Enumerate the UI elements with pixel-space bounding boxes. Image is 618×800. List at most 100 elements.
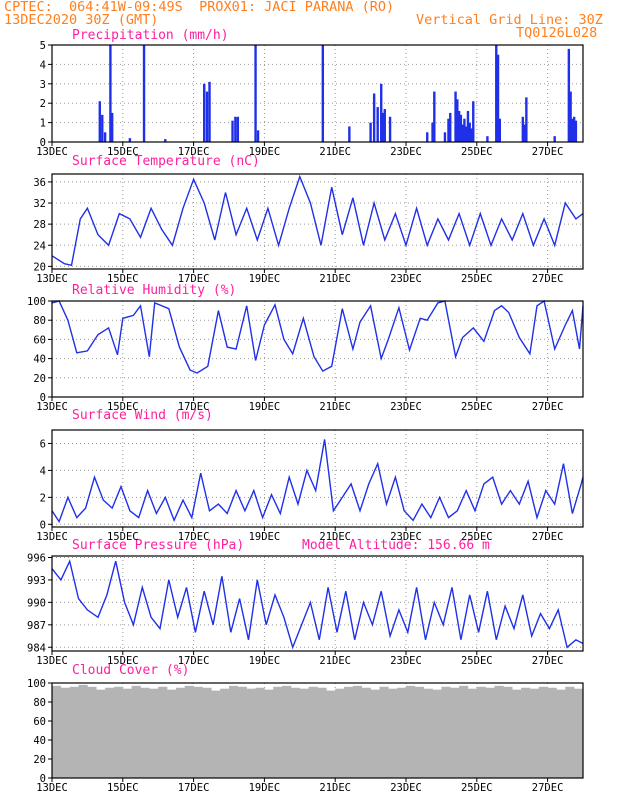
cloud-xtick-label: 25DEC <box>461 782 493 794</box>
cloud-bar <box>290 687 301 778</box>
pressure-xtick-label: 25DEC <box>461 655 493 667</box>
cloud-bar <box>361 687 371 778</box>
precip-bar <box>459 114 463 142</box>
precip-bar <box>486 136 489 142</box>
cloud-bar <box>149 688 159 778</box>
wind-xtick-label: 25DEC <box>461 531 493 543</box>
cloud-ytick-label: 40 <box>33 735 46 747</box>
precip-xtick-label: 27DEC <box>532 146 564 158</box>
cloud-bar <box>326 690 336 778</box>
rh-xtick-label: 27DEC <box>532 401 564 413</box>
cloud-bar <box>87 686 97 778</box>
precip-title: Precipitation (mm/h) <box>72 28 229 43</box>
precip-bar <box>470 128 473 142</box>
precip-bar <box>98 101 101 142</box>
precip-bar <box>567 48 571 142</box>
cloud-ytick-label: 0 <box>40 773 46 785</box>
cloud-bar <box>538 686 548 778</box>
cloud-bar <box>113 686 124 778</box>
cloud-bar <box>264 689 274 778</box>
cloud-bar <box>167 689 177 778</box>
header-model-id: TQ0126L028 <box>516 25 598 41</box>
precip-bar <box>369 122 372 142</box>
precip-bar <box>101 114 104 142</box>
precip-bar <box>464 126 468 142</box>
wind-ytick-label: 6 <box>40 438 46 450</box>
precip-xtick-label: 25DEC <box>461 146 493 158</box>
precip-bar <box>372 93 376 142</box>
precip-bar <box>381 112 385 142</box>
cloud-bar <box>423 688 433 778</box>
cloud-ytick-label: 80 <box>33 697 46 709</box>
cloud-bar <box>282 685 292 778</box>
precip-bar <box>521 116 525 142</box>
cloud-bar <box>273 686 283 778</box>
wind-panel: 0 2 4 6 13DEC 15DEC 17DEC 19DEC 21DEC 23DEC 25DEC 2… <box>36 429 584 543</box>
temp-xtick-label: 27DEC <box>532 273 564 285</box>
wind-xtick-label: 27DEC <box>532 531 564 543</box>
temp-frame <box>51 173 584 270</box>
rh-ytick-label: 60 <box>33 334 46 346</box>
precip-bar <box>447 118 450 142</box>
cloud-bar <box>521 687 531 778</box>
precip-bar <box>449 112 452 142</box>
wind-xtick-label: 17DEC <box>178 531 210 543</box>
precip-bar <box>164 139 167 142</box>
cloud-bar <box>308 686 318 778</box>
wind-xtick-label: 19DEC <box>249 531 281 543</box>
temp-xtick-label: 17DEC <box>178 273 210 285</box>
cloud-bar <box>503 686 513 778</box>
precip-bar <box>383 109 386 142</box>
pressure-ytick-label: 993 <box>27 575 46 587</box>
precip-bar <box>463 118 466 142</box>
precip-bar <box>388 116 392 142</box>
wind-frame <box>51 429 584 528</box>
precip-ytick-label: 5 <box>40 40 46 52</box>
wind-xtick-label: 13DEC <box>36 531 68 543</box>
temp-xtick-label: 23DEC <box>390 273 422 285</box>
pressure-ytick-label: 996 <box>27 552 46 564</box>
cloud-bar <box>175 687 186 778</box>
cloud-ytick-label: 20 <box>33 754 46 766</box>
cloud-bar <box>255 687 265 778</box>
precip-xtick-label: 13DEC <box>36 146 68 158</box>
wind-title: Surface Wind (m/s) <box>72 408 213 423</box>
pressure-ytick-label: 984 <box>27 642 46 654</box>
cloud-bar <box>229 685 239 778</box>
temp-xtick-label: 19DEC <box>249 273 281 285</box>
cloud-bar <box>370 689 380 778</box>
precip-bar <box>256 130 260 142</box>
rh-panel: 0 20 40 60 80 100 13DEC 15DEC 17DEC 19DEC 21DEC 23D… <box>27 296 584 413</box>
precip-bar <box>142 45 146 142</box>
cloud-bar <box>184 685 194 778</box>
precip-bar <box>569 91 572 142</box>
temp-title: Surface Temperature (nC) <box>72 154 260 169</box>
temp-xtick-label: 13DEC <box>36 273 68 285</box>
cloud-bar <box>512 689 522 778</box>
cloud-bar <box>556 689 566 778</box>
rh-xtick-label: 23DEC <box>390 401 422 413</box>
rh-xtick-label: 17DEC <box>178 401 210 413</box>
precip-bar <box>498 118 502 142</box>
cloud-bar <box>414 686 424 778</box>
cloud-xtick-label: 21DEC <box>319 782 351 794</box>
temp-xtick-label: 21DEC <box>319 273 351 285</box>
pressure-xtick-label: 13DEC <box>36 655 68 667</box>
precip-bar <box>234 116 237 142</box>
wind-xtick-label: 23DEC <box>390 531 422 543</box>
pressure-xtick-label: 19DEC <box>249 655 281 667</box>
precip-bar <box>472 101 475 142</box>
header-grid-line-note: Vertical Grid Line: 30Z <box>416 12 603 28</box>
cloud-bar <box>352 685 363 778</box>
cloud-bar <box>397 687 407 778</box>
precip-bar <box>254 45 257 142</box>
temp-ytick-label: 36 <box>33 177 46 189</box>
cloud-xtick-label: 17DEC <box>178 782 210 794</box>
cloud-xtick-label: 23DEC <box>390 782 422 794</box>
precip-bar <box>128 138 132 142</box>
precip-bar <box>109 45 112 142</box>
temp-series-line <box>51 174 584 267</box>
pressure-frame <box>51 555 584 652</box>
pressure-ytick-label: 990 <box>27 597 46 609</box>
